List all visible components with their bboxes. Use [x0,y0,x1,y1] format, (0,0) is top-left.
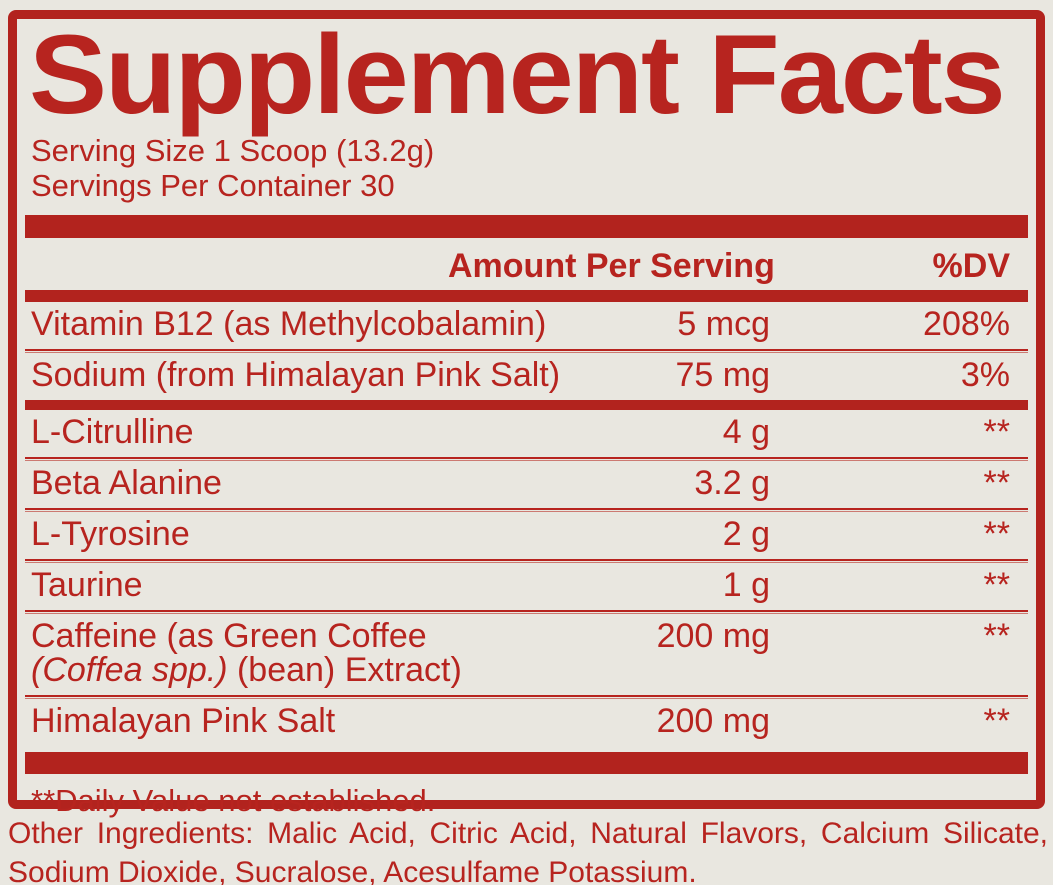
table-row-taurine: Taurine 1 g ** [25,563,1028,610]
daily-value-footnote: **Daily Value not established. [31,783,436,818]
panel-title: Supplement Facts [29,12,1006,137]
other-ingredients-text: Other Ingredients: Malic Acid, Citric Ac… [8,817,1048,885]
row-divider [25,457,1028,461]
table-row-himalayan-pink-salt: Himalayan Pink Salt 200 mg ** [25,699,1028,746]
nutrient-name-line2: (Coffea spp.) (bean) Extract) [31,651,462,689]
row-divider [25,695,1028,699]
amount-per-serving-header: Amount Per Serving [448,247,775,285]
table-row-caffeine: Caffeine (as Green Coffee (Coffea spp.) … [25,614,1028,695]
nutrient-amount: 4 g [722,413,770,451]
nutrient-amount: 2 g [722,515,770,553]
nutrient-amount: 200 mg [656,617,770,655]
medium-divider-header [25,290,1028,302]
table-row-l-citrulline: L-Citrulline 4 g ** [25,410,1028,457]
supplement-facts-panel: Supplement Facts Serving Size 1 Scoop (1… [8,10,1045,818]
serving-size: Serving Size 1 Scoop (13.2g) [31,133,435,168]
nutrient-dv: ** [983,464,1010,502]
row-divider [25,610,1028,614]
row-divider [25,559,1028,563]
row-divider [25,508,1028,512]
nutrient-dv: ** [983,617,1010,655]
nutrient-amount: 5 mcg [677,305,770,343]
nutrient-dv: ** [983,413,1010,451]
nutrient-name: L-Citrulline [31,413,194,451]
nutrient-name-line2-rest: (bean) Extract) [227,651,462,689]
nutrient-name: Taurine [31,566,143,604]
nutrient-name: Himalayan Pink Salt [31,702,336,740]
botanical-name: (Coffea spp.) [31,651,228,689]
nutrient-amount: 75 mg [675,356,771,394]
nutrient-amount: 200 mg [656,702,770,740]
nutrient-name: L-Tyrosine [31,515,190,553]
nutrient-dv: ** [983,702,1010,740]
thick-divider-top [25,215,1028,238]
table-row-sodium: Sodium (from Himalayan Pink Salt) 75 mg … [25,353,1028,400]
nutrient-dv: ** [983,515,1010,553]
table-row-beta-alanine: Beta Alanine 3.2 g ** [25,461,1028,508]
row-divider [25,349,1028,353]
nutrient-amount: 1 g [722,566,770,604]
serving-info: Serving Size 1 Scoop (13.2g) Servings Pe… [25,133,1028,203]
table-row-vitamin-b12: Vitamin B12 (as Methylcobalamin) 5 mcg 2… [25,302,1028,349]
nutrient-name: Caffeine (as Green Coffee (Coffea spp.) … [25,617,462,689]
nutrient-name: Sodium (from Himalayan Pink Salt) [31,356,561,394]
percent-dv-header: %DV [932,247,1010,285]
servings-per-container: Servings Per Container 30 [31,168,395,203]
medium-divider-section [25,400,1028,410]
table-row-l-tyrosine: L-Tyrosine 2 g ** [25,512,1028,559]
nutrient-name-line1: Caffeine (as Green Coffee [31,617,427,655]
nutrient-dv: 3% [960,356,1010,394]
nutrient-amount: 3.2 g [694,464,770,502]
nutrient-dv: 208% [923,305,1010,343]
nutrient-dv: ** [983,566,1010,604]
nutrient-name: Beta Alanine [31,464,222,502]
column-header-row: Amount Per Serving %DV [25,238,1028,290]
thick-divider-bottom [25,752,1028,774]
nutrient-name: Vitamin B12 (as Methylcobalamin) [31,305,547,343]
